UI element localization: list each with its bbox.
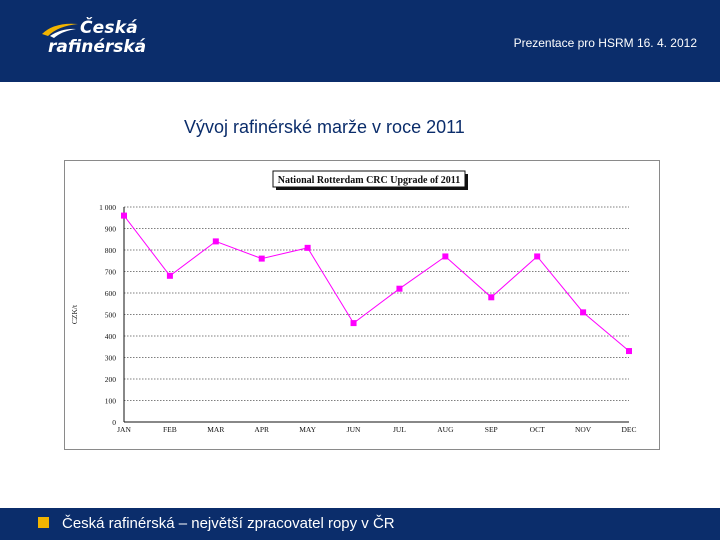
x-tick-label: MAR xyxy=(207,425,224,434)
x-tick-label: NOV xyxy=(575,425,592,434)
x-tick-label: OCT xyxy=(530,425,545,434)
logo-text-line2: rafinérská xyxy=(48,37,147,57)
y-tick-label: 300 xyxy=(105,354,117,363)
logo-swoosh-icon xyxy=(42,23,78,38)
x-tick-label: DEC xyxy=(622,425,637,434)
y-tick-label: 900 xyxy=(105,225,117,234)
y-tick-label: 800 xyxy=(105,246,117,255)
data-point-nov xyxy=(580,309,587,316)
chart-title: National Rotterdam CRC Upgrade of 2011 xyxy=(278,175,461,186)
header-bar: Česká rafinérská Prezentace pro HSRM 16.… xyxy=(0,0,720,82)
y-tick-label: 500 xyxy=(105,311,117,320)
x-tick-label: FEB xyxy=(163,425,177,434)
data-point-aug xyxy=(442,253,449,260)
y-tick-label: 0 xyxy=(112,418,116,427)
x-tick-label: JAN xyxy=(117,425,131,434)
data-point-may xyxy=(304,244,311,251)
y-tick-label: 400 xyxy=(105,332,117,341)
footer-bullet-icon xyxy=(38,517,49,528)
presentation-caption: Prezentace pro HSRM 16. 4. 2012 xyxy=(513,36,697,50)
data-point-feb xyxy=(166,272,173,279)
slide-title: Vývoj rafinérské marže v roce 2011 xyxy=(184,117,465,137)
data-point-apr xyxy=(258,255,265,262)
y-tick-label: 1 000 xyxy=(99,203,116,212)
y-tick-label: 700 xyxy=(105,268,117,277)
company-logo: Česká rafinérská xyxy=(40,18,160,64)
margin-line-chart: National Rotterdam CRC Upgrade of 2011 0 1… xyxy=(70,170,637,434)
data-point-oct xyxy=(534,253,541,260)
y-tick-label: 600 xyxy=(105,289,117,298)
x-tick-label: AUG xyxy=(437,425,454,434)
x-tick-label: SEP xyxy=(485,425,498,434)
chart-frame: National Rotterdam CRC Upgrade of 2011 0 1… xyxy=(64,160,660,450)
x-tick-label: JUN xyxy=(347,425,361,434)
y-tick-label: 200 xyxy=(105,375,117,384)
x-tick-label: APR xyxy=(254,425,269,434)
data-point-mar xyxy=(212,238,219,245)
data-point-jul xyxy=(396,285,403,292)
data-point-sep xyxy=(488,294,495,301)
y-tick-label: 100 xyxy=(105,397,117,406)
data-point-jan xyxy=(121,212,127,219)
x-tick-label: JUL xyxy=(393,425,406,434)
footer-text: Česká rafinérská – největší zpracovatel … xyxy=(62,515,395,532)
logo-text-line1: Česká xyxy=(80,18,138,38)
x-tick-label: MAY xyxy=(299,425,316,434)
y-axis-label: CZK/t xyxy=(70,304,79,324)
chart-title-box xyxy=(272,170,466,188)
data-point-dec xyxy=(626,348,632,355)
footer-bar: Česká rafinérská – největší zpracovatel … xyxy=(0,508,720,540)
series-line xyxy=(123,215,630,352)
data-point-jun xyxy=(350,320,357,327)
